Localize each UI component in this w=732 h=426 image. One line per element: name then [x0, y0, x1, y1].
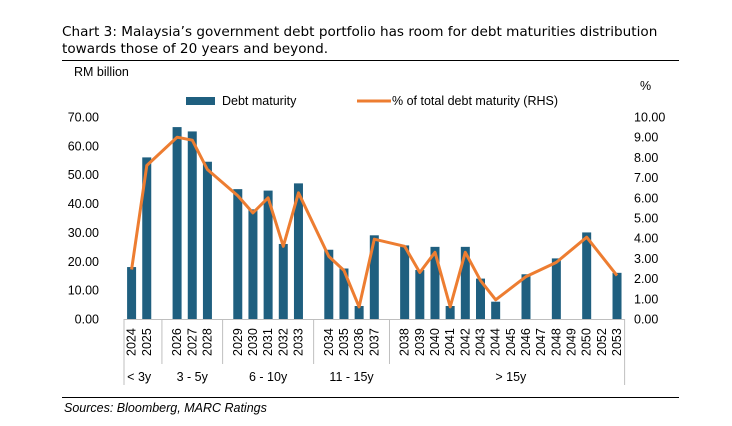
x-tick-label: 2038: [398, 328, 412, 356]
x-tick-label: 2047: [534, 328, 548, 356]
y-axis-left: 0.00 10.00 20.00 30.00 40.00 50.00 60.00 70.00: [68, 111, 99, 327]
top-rule: [62, 60, 679, 61]
x-tick-label: 2025: [140, 328, 154, 356]
bar-series: [127, 127, 622, 319]
bar: [521, 274, 531, 319]
x-tick-label: 2035: [337, 328, 351, 356]
bar: [339, 268, 349, 319]
bar: [551, 258, 561, 319]
x-group-label: 3 - 5y: [177, 370, 209, 384]
x-tick-label: 2052: [595, 328, 609, 356]
x-group-label: < 3y: [127, 370, 152, 384]
bar: [278, 243, 288, 319]
x-tick-label: 2049: [565, 328, 579, 356]
x-tick-label: 2045: [504, 328, 518, 356]
x-tick-label: 2031: [261, 328, 275, 356]
legend: Debt maturity % of total debt maturity (…: [186, 94, 558, 108]
x-tick-label: 2041: [443, 328, 457, 356]
bar: [233, 189, 243, 319]
x-tick-label: 2039: [413, 328, 427, 356]
y2-tick-label: 8.00: [634, 151, 658, 165]
bar: [582, 232, 592, 319]
legend-bar-label: Debt maturity: [222, 94, 297, 108]
y2-axis-title: %: [640, 79, 651, 93]
bar: [430, 246, 440, 319]
x-tick-label: 2030: [246, 328, 260, 356]
x-tick-label: 2026: [170, 328, 184, 356]
bar: [248, 209, 258, 319]
x-tick-label: 2024: [125, 328, 139, 356]
bar: [491, 301, 501, 319]
source-note: Sources: Bloomberg, MARC Ratings: [64, 401, 267, 415]
x-tick-label: 2044: [489, 328, 503, 356]
x-tick-label: 2042: [458, 328, 472, 356]
bar: [369, 235, 379, 319]
y-axis-title: RM billion: [74, 65, 129, 79]
y2-tick-label: 3.00: [634, 252, 658, 266]
x-tick-label: 2046: [519, 328, 533, 356]
legend-bar-swatch: [186, 97, 215, 105]
bar: [202, 161, 212, 319]
y-tick-label: 20.00: [68, 255, 99, 269]
chart-title: Chart 3: Malaysia’s government debt port…: [62, 24, 658, 57]
bar: [476, 278, 485, 319]
y2-tick-label: 7.00: [634, 171, 658, 185]
y-tick-label: 70.00: [68, 111, 99, 125]
y-tick-label: 30.00: [68, 226, 99, 240]
x-tick-label: 2043: [473, 328, 487, 356]
y2-tick-label: 5.00: [634, 212, 658, 226]
x-tick-label: 2040: [428, 328, 442, 356]
x-tick-label: 2033: [291, 328, 305, 356]
line-series: [130, 135, 619, 309]
bar: [324, 249, 334, 319]
x-tick-label: 2050: [580, 328, 594, 356]
y-axis-right: 0.00 1.00 2.00 3.00 4.00 5.00 6.00 7.00 8.00 9.00…: [634, 111, 665, 327]
bar: [460, 246, 470, 319]
x-group-label: 11 - 15y: [329, 370, 374, 384]
x-tick-label: 2053: [610, 328, 624, 356]
bar: [354, 306, 364, 319]
y2-tick-label: 1.00: [634, 292, 658, 306]
x-tick-label: 2032: [276, 328, 290, 356]
x-tick-label: 2027: [185, 328, 199, 356]
bar: [400, 245, 410, 319]
y-tick-label: 10.00: [68, 284, 99, 298]
y2-tick-label: 0.00: [634, 313, 658, 327]
x-tick-label: 2036: [352, 328, 366, 356]
x-tick-label: 2048: [549, 328, 563, 356]
x-tick-label: 2029: [231, 328, 245, 356]
bar: [142, 157, 152, 319]
y-tick-label: 0.00: [75, 313, 99, 327]
x-tick-label: 2028: [200, 328, 214, 356]
bottom-rule: [62, 397, 679, 398]
bar: [127, 267, 137, 319]
bar: [415, 269, 425, 319]
bar: [612, 272, 622, 319]
y2-tick-label: 4.00: [634, 232, 658, 246]
legend-line-label: % of total debt maturity (RHS): [392, 94, 558, 108]
y-tick-label: 40.00: [68, 197, 99, 211]
bar: [293, 183, 303, 319]
bar: [445, 306, 455, 319]
bar: [172, 127, 182, 319]
y2-tick-label: 2.00: [634, 272, 658, 286]
y-tick-label: 50.00: [68, 168, 99, 182]
bar: [263, 190, 273, 319]
x-group-label: > 15y: [495, 370, 527, 384]
y2-tick-label: 9.00: [634, 131, 658, 145]
bar: [187, 131, 197, 319]
x-axis: 2024 2025 2026 2027 2028 2029 2030 2031 2032 2033…: [123, 319, 626, 385]
y-tick-label: 60.00: [68, 139, 99, 153]
x-group-label: 6 - 10y: [249, 370, 288, 384]
x-tick-label: 2037: [367, 328, 381, 356]
x-tick-label: 2034: [322, 328, 336, 356]
y2-tick-label: 10.00: [634, 111, 665, 125]
y2-tick-label: 6.00: [634, 191, 658, 205]
